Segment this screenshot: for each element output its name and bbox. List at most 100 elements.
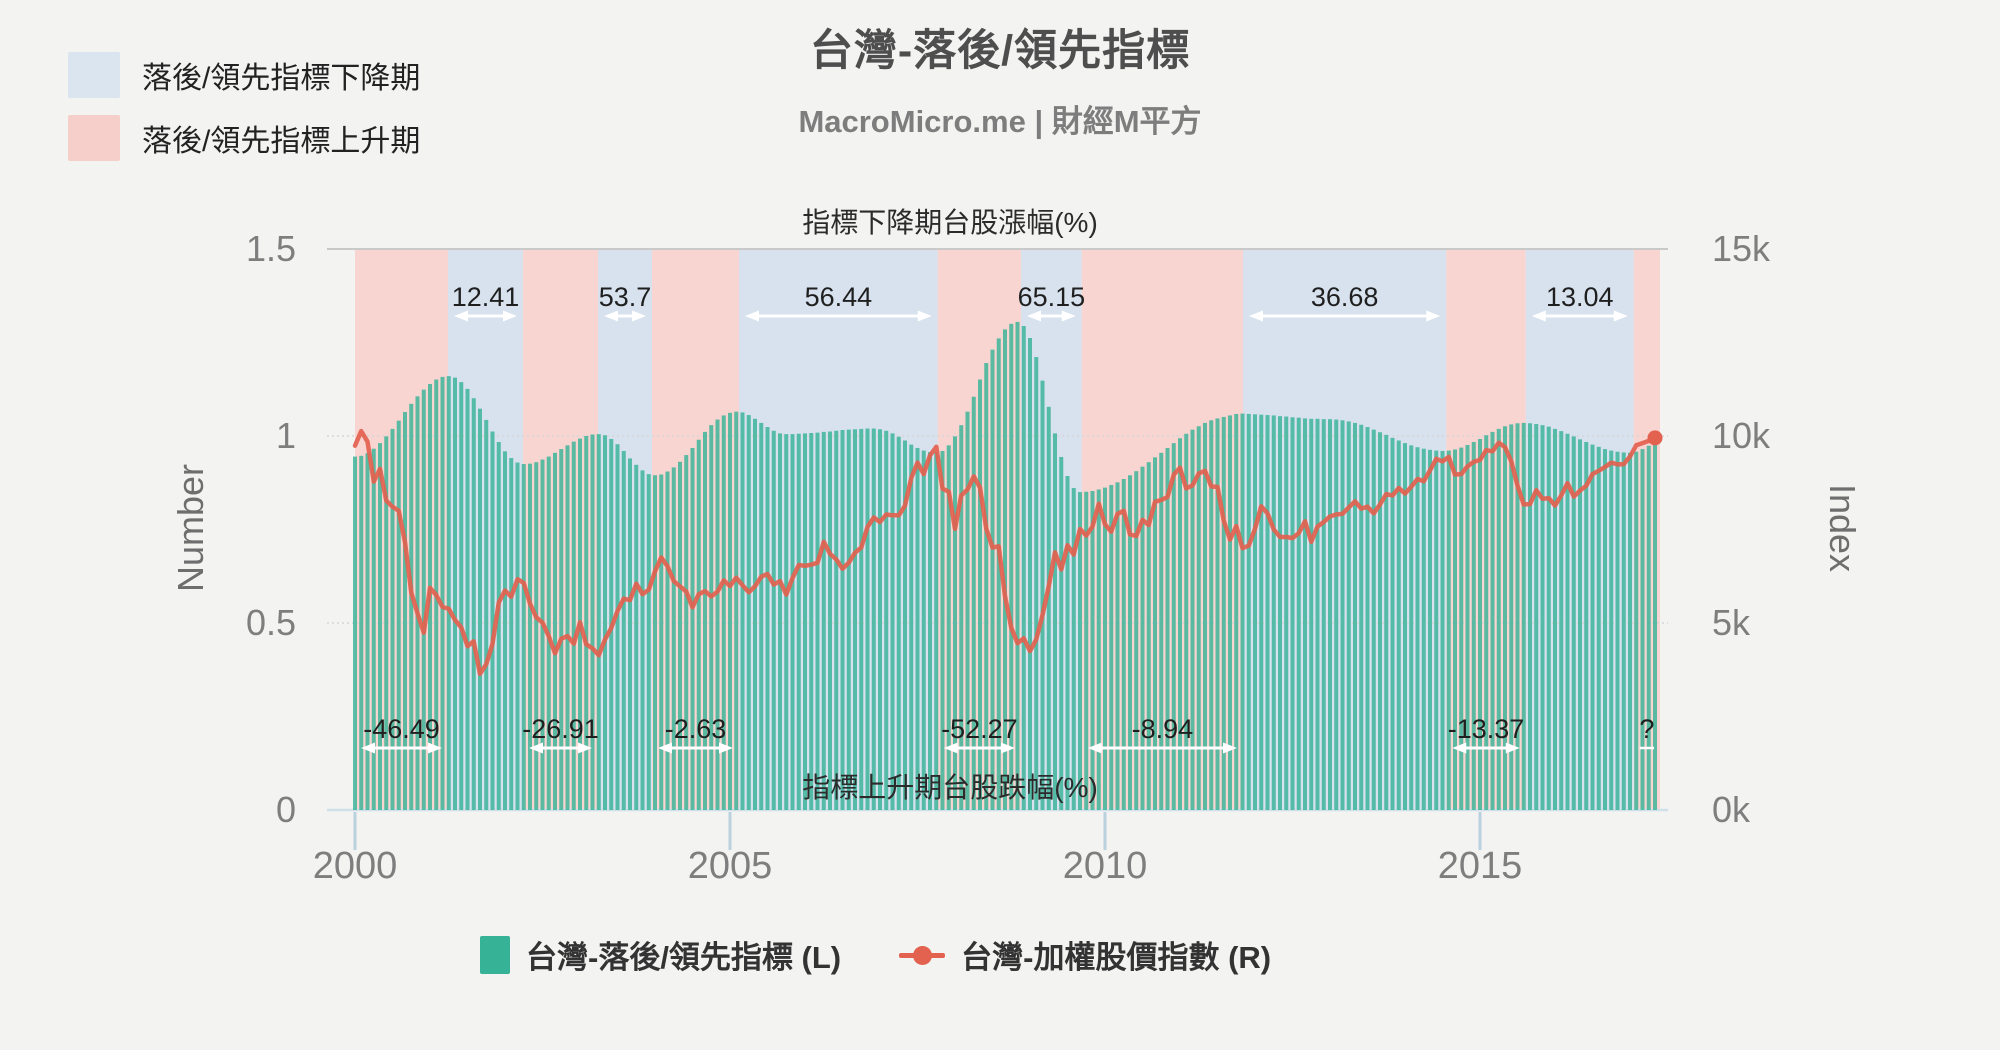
annotation-arrowhead-left xyxy=(454,310,468,322)
bar xyxy=(453,377,457,810)
bar xyxy=(1296,417,1301,810)
bar xyxy=(690,447,695,810)
bar xyxy=(759,422,764,810)
bar xyxy=(703,431,707,810)
bar xyxy=(521,464,526,810)
bar xyxy=(821,431,826,810)
series-legend: 台灣-落後/領先指標 (L) 台灣-加權股價指數 (R) xyxy=(480,932,1329,977)
bar xyxy=(1490,431,1495,810)
bar xyxy=(1309,418,1314,810)
bar xyxy=(415,396,420,810)
bar xyxy=(909,444,914,810)
bar xyxy=(784,434,789,810)
bar xyxy=(1628,452,1632,810)
bar xyxy=(1115,482,1120,810)
bar xyxy=(1190,429,1195,810)
bar xyxy=(740,412,745,810)
bar xyxy=(896,436,901,810)
bar xyxy=(1203,422,1207,810)
up-period-swatch-icon xyxy=(68,115,120,161)
annotation-arrowhead-left xyxy=(745,310,759,322)
annotation-arrowhead-left xyxy=(1087,742,1102,754)
bar xyxy=(696,439,701,810)
bar xyxy=(478,408,482,810)
bar xyxy=(1259,414,1264,810)
bar xyxy=(1553,428,1557,810)
bar xyxy=(878,429,882,810)
bar xyxy=(1503,426,1507,810)
x-tick-label: 2010 xyxy=(1063,845,1148,887)
bar xyxy=(615,444,620,810)
bar xyxy=(1271,415,1276,810)
bar xyxy=(996,338,1001,810)
bar xyxy=(840,430,845,810)
bar xyxy=(515,462,520,810)
bottom-annotations-header: 指標上升期台股跌幅(%) xyxy=(802,772,1098,803)
bar xyxy=(371,448,376,810)
bar xyxy=(1053,433,1057,810)
right-axis-title: Index xyxy=(1822,484,1863,572)
bar xyxy=(1496,428,1501,810)
bar xyxy=(734,411,739,810)
taiex-line xyxy=(352,428,1658,677)
bar xyxy=(753,418,757,810)
bar xyxy=(965,411,970,810)
bar xyxy=(884,430,889,810)
bar xyxy=(1653,443,1657,810)
y-tick-label-right: 10k xyxy=(1712,415,1771,456)
annotation-arrowhead-right xyxy=(917,310,932,322)
bar xyxy=(778,433,782,810)
bar xyxy=(1209,420,1214,810)
bar xyxy=(1128,475,1132,810)
legend-item-line-series[interactable]: 台灣-加權股價指數 (R) xyxy=(899,932,1271,977)
bar xyxy=(465,388,470,810)
bar xyxy=(790,434,795,810)
bar xyxy=(1009,323,1014,810)
annotation-arrowhead-right xyxy=(503,310,517,322)
line-series-marker-icon xyxy=(899,936,946,974)
bar xyxy=(1265,415,1270,810)
bar xyxy=(403,412,407,810)
bar xyxy=(803,433,807,810)
line-end-marker xyxy=(1647,430,1663,446)
bar xyxy=(834,430,839,810)
bar xyxy=(1640,449,1645,810)
bar xyxy=(1521,422,1526,810)
bar xyxy=(765,427,770,810)
annotation-value: -13.37 xyxy=(1448,714,1525,744)
zone-legend-item-up[interactable]: 落後/領先指標上升期 xyxy=(68,115,420,161)
bar xyxy=(1034,357,1039,810)
bar xyxy=(678,461,682,810)
bar xyxy=(846,429,851,810)
annotation-arrowhead-right xyxy=(1223,742,1237,754)
bar xyxy=(1615,451,1620,810)
bar xyxy=(1471,441,1476,810)
annotation-value: ? xyxy=(1639,714,1654,744)
bar xyxy=(1059,456,1064,810)
bar xyxy=(496,441,501,810)
bar xyxy=(990,349,995,810)
bar xyxy=(1096,489,1101,810)
annotation-arrowhead-right xyxy=(1001,742,1015,754)
page-title: 台灣-落後/領先指標 xyxy=(809,27,1191,75)
bar xyxy=(1228,415,1232,810)
legend-item-bar-series[interactable]: 台灣-落後/領先指標 (L) xyxy=(480,932,841,977)
bar xyxy=(1559,431,1564,810)
bar xyxy=(1184,433,1189,810)
bar xyxy=(1409,445,1414,810)
bar xyxy=(1365,427,1370,810)
bar xyxy=(1015,321,1020,810)
y-tick-label-right: 15k xyxy=(1712,228,1771,269)
bar xyxy=(1234,413,1239,810)
bar xyxy=(940,450,945,810)
bar xyxy=(1528,423,1532,810)
annotation-value: 12.41 xyxy=(452,282,520,312)
bar xyxy=(1378,432,1382,810)
zone-legend-item-down[interactable]: 落後/領先指標下降期 xyxy=(68,52,420,98)
bar xyxy=(1453,449,1457,810)
bar-series-swatch-icon xyxy=(480,935,510,974)
bar xyxy=(1221,416,1226,810)
bar xyxy=(1590,444,1595,810)
bar xyxy=(871,428,876,810)
